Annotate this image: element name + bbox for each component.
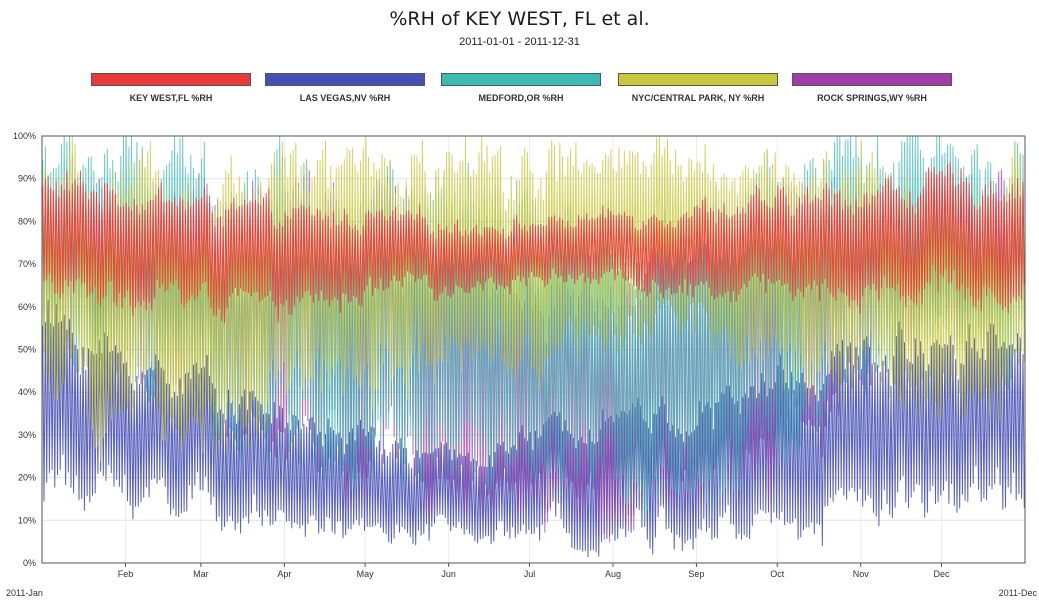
x-tick-label: Sep (688, 569, 704, 579)
series-line-las-vegas (42, 299, 1025, 558)
y-tick-label: 100% (13, 131, 36, 141)
y-tick-label: 20% (18, 473, 36, 483)
legend-swatch (618, 73, 778, 86)
x-tick-label: Jun (441, 569, 456, 579)
y-tick-label: 0% (23, 558, 36, 568)
legend-label: KEY WEST,FL %RH (129, 93, 213, 103)
series-lines (42, 135, 1025, 558)
legend-item-las-vegas: LAS VEGAS,NV %RH (265, 73, 428, 111)
legend-swatch (91, 73, 251, 86)
x-tick-label: Feb (118, 569, 134, 579)
y-tick-label: 90% (18, 174, 36, 184)
x-range-end-label: 2011-Dec (999, 588, 1038, 598)
chart-title: %RH of KEY WEST, FL et al. (389, 8, 650, 30)
y-axis-ticks: 0% 10% 20% 30% 40% 50% 60% 70% 80% 90% 100% (13, 131, 36, 568)
legend-swatch (441, 73, 601, 86)
legend-label: LAS VEGAS,NV %RH (299, 93, 391, 103)
x-range-start-label: 2011-Jan (6, 588, 43, 598)
legend-swatch (792, 73, 952, 86)
x-tick-label: May (357, 569, 375, 579)
y-tick-label: 80% (18, 216, 36, 226)
legend-item-medford: MEDFORD,OR %RH (441, 73, 604, 111)
x-tick-label: Dec (934, 569, 951, 579)
legend-item-rock-springs: ROCK SPRINGS,WY %RH (792, 73, 955, 111)
x-tick-label: Nov (853, 569, 870, 579)
chart-subtitle: 2011-01-01 - 2011-12-31 (459, 36, 580, 48)
x-tick-label: Apr (277, 569, 291, 579)
y-tick-label: 10% (18, 515, 36, 525)
y-tick-label: 60% (18, 302, 36, 312)
series-line-key-west (42, 162, 1025, 324)
legend-item-nyc-central-park: NYC/CENTRAL PARK, NY %RH (618, 73, 781, 111)
x-axis-ticks: Feb Mar Apr May Jun Jul Aug Sep Oct Nov Dec 2011-Ja… (6, 563, 1037, 598)
legend-swatch (265, 73, 425, 86)
y-tick-label: 70% (18, 259, 36, 269)
x-tick-label: Jul (524, 569, 536, 579)
x-tick-label: Aug (605, 569, 621, 579)
y-tick-label: 40% (18, 387, 36, 397)
y-tick-label: 30% (18, 430, 36, 440)
plot-area-frame (41, 135, 1026, 564)
legend-item-key-west: KEY WEST,FL %RH (91, 73, 254, 111)
legend-label: NYC/CENTRAL PARK, NY %RH (631, 93, 765, 103)
x-tick-label: Oct (770, 569, 785, 579)
x-tick-label: Mar (193, 569, 209, 579)
y-tick-label: 50% (18, 345, 36, 355)
legend-label: MEDFORD,OR %RH (478, 93, 564, 103)
legend-label: ROCK SPRINGS,WY %RH (817, 93, 927, 103)
